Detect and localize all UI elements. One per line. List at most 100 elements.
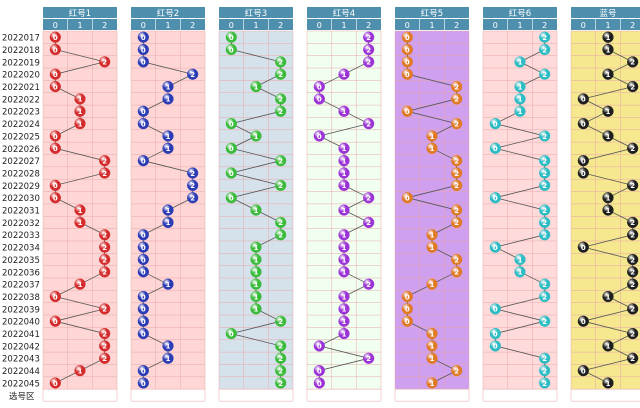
ball-value: 0 — [581, 157, 586, 165]
ball-value: 1 — [254, 133, 259, 141]
ball-value: 2 — [542, 219, 547, 227]
ball-value: 2 — [542, 207, 547, 215]
ball-value: 0 — [141, 232, 146, 240]
ball-value: 2 — [630, 355, 635, 363]
ball-marker — [426, 241, 438, 253]
ball-value: 2 — [454, 170, 459, 178]
period-label: 2022039 — [2, 305, 40, 315]
ball-marker — [401, 43, 413, 56]
ball-value: 2 — [102, 306, 107, 314]
ball-value: 0 — [405, 306, 410, 314]
ball-marker — [539, 31, 551, 43]
column-label: 0 — [229, 21, 234, 30]
ball-value: 2 — [454, 269, 459, 277]
ball-value: 2 — [542, 170, 547, 178]
column-label: 1 — [341, 21, 346, 30]
ball-value: 1 — [430, 232, 435, 240]
ball-marker — [539, 290, 551, 303]
ball-value: 2 — [278, 367, 283, 375]
ball-value: 2 — [542, 46, 547, 54]
ball-value: 1 — [78, 281, 83, 289]
ball-marker — [74, 365, 86, 377]
group-header — [483, 7, 557, 18]
ball-marker — [539, 68, 551, 80]
period-label: 2022022 — [2, 95, 40, 105]
ball-marker — [99, 253, 111, 266]
ball-marker — [187, 68, 199, 80]
ball-value: 2 — [454, 120, 459, 128]
ball-marker — [250, 253, 262, 266]
ball-marker — [313, 130, 325, 142]
ball-marker — [451, 155, 463, 167]
ball-value: 2 — [454, 157, 459, 165]
ball-marker — [225, 167, 237, 179]
ball-value: 0 — [53, 145, 58, 153]
period-label: 2022043 — [2, 355, 40, 365]
ball-marker — [338, 229, 350, 241]
ball-value: 2 — [630, 269, 635, 277]
ball-value: 0 — [581, 367, 586, 375]
group-subheader — [571, 19, 640, 30]
ball-value: 0 — [581, 318, 586, 326]
ball-marker — [187, 179, 199, 191]
ball-marker — [426, 130, 438, 142]
ball-value: 0 — [581, 120, 586, 128]
ball-value: 1 — [606, 380, 611, 388]
ball-marker — [275, 155, 287, 167]
ball-value: 0 — [405, 59, 410, 67]
ball-value: 1 — [606, 34, 611, 42]
ball-marker — [363, 56, 375, 68]
ball-marker — [49, 315, 61, 327]
ball-value: 0 — [405, 195, 410, 203]
ball-value: 2 — [190, 182, 195, 190]
ball-marker — [49, 290, 61, 303]
ball-value: 1 — [342, 269, 347, 277]
ball-marker — [426, 340, 438, 352]
ball-marker — [451, 365, 463, 377]
ball-marker — [49, 31, 61, 43]
ball-marker — [514, 266, 526, 278]
ball-marker — [162, 93, 174, 105]
ball-value: 0 — [581, 96, 586, 104]
period-label: 2022029 — [2, 182, 40, 192]
ball-marker — [338, 327, 350, 340]
ball-value: 1 — [254, 256, 259, 264]
column-label: 2 — [278, 21, 283, 30]
ball-marker — [137, 327, 149, 340]
ball-value: 2 — [542, 281, 547, 289]
ball-value: 0 — [141, 269, 146, 277]
ball-marker — [49, 130, 61, 142]
period-label: 2022031 — [2, 207, 40, 217]
ball-marker — [137, 365, 149, 377]
ball-marker — [187, 192, 199, 204]
period-label: 2022024 — [2, 120, 40, 130]
ball-marker — [489, 241, 501, 253]
ball-value: 1 — [78, 108, 83, 116]
ball-marker — [514, 56, 526, 68]
ball-value: 0 — [317, 380, 322, 388]
ball-marker — [275, 229, 287, 241]
ball-marker — [363, 352, 375, 364]
ball-value: 1 — [342, 170, 347, 178]
ball-marker — [99, 229, 111, 241]
ball-marker — [250, 80, 262, 93]
ball-marker — [426, 377, 438, 389]
ball-marker — [250, 290, 262, 303]
ball-value: 1 — [342, 182, 347, 190]
ball-marker — [275, 352, 287, 364]
period-label: 2022036 — [2, 268, 40, 278]
ball-value: 1 — [430, 330, 435, 338]
ball-value: 1 — [606, 293, 611, 301]
group-title: 红号2 — [157, 8, 179, 19]
ball-value: 2 — [542, 34, 547, 42]
ball-marker — [250, 303, 262, 315]
column-label: 1 — [605, 21, 610, 30]
ball-value: 0 — [493, 306, 498, 314]
ball-marker — [137, 229, 149, 241]
group-subheader — [43, 19, 117, 30]
ball-marker — [363, 43, 375, 56]
ball-marker — [602, 192, 614, 204]
ball-marker — [313, 93, 325, 105]
ball-marker — [401, 31, 413, 43]
ball-value: 2 — [102, 355, 107, 363]
